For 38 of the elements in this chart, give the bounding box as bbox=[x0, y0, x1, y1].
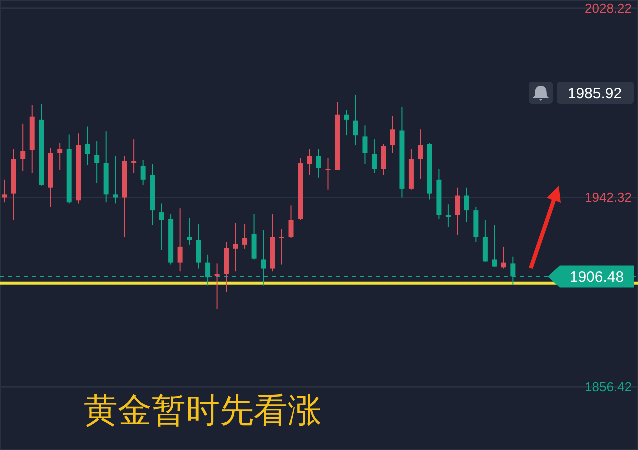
candlestick bbox=[464, 187, 470, 223]
y-tick-label: 1942.32 bbox=[585, 190, 632, 206]
candlestick bbox=[326, 158, 331, 190]
candlestick bbox=[418, 129, 424, 180]
candlestick bbox=[94, 141, 100, 184]
candlestick bbox=[113, 156, 118, 204]
candlestick bbox=[492, 224, 498, 268]
candlestick bbox=[288, 205, 294, 239]
y-tick-label: 1856.42 bbox=[585, 380, 632, 395]
candlestick bbox=[159, 203, 164, 251]
candlestick bbox=[242, 224, 248, 250]
candlestick bbox=[85, 126, 90, 166]
ref-line-label: 1906.48 bbox=[570, 269, 624, 286]
annotation: 黄金暂时先看涨 bbox=[84, 391, 322, 431]
candlestick bbox=[344, 110, 350, 136]
candlestick bbox=[140, 160, 146, 186]
candlestick bbox=[372, 139, 377, 174]
candlestick bbox=[196, 224, 202, 270]
candlestick bbox=[501, 246, 506, 270]
y-tick-label: 2028.22 bbox=[585, 0, 632, 16]
candlestick bbox=[233, 222, 238, 272]
candlestick bbox=[390, 115, 396, 154]
candlestick bbox=[20, 123, 26, 172]
candlestick bbox=[58, 143, 63, 171]
candlestick bbox=[362, 125, 368, 165]
candlestick bbox=[455, 187, 460, 236]
candlestick bbox=[381, 144, 386, 176]
candlestick bbox=[178, 208, 183, 272]
candlestick bbox=[353, 94, 358, 146]
candlestick bbox=[187, 218, 192, 246]
candlestick bbox=[132, 139, 137, 174]
candlestick bbox=[214, 263, 220, 310]
candlestick bbox=[307, 148, 312, 176]
annotation: 1985.92 bbox=[568, 86, 622, 102]
candlestick bbox=[446, 204, 451, 228]
candlestick bbox=[316, 148, 322, 178]
candlestick bbox=[2, 179, 8, 204]
candlestick bbox=[280, 228, 285, 266]
